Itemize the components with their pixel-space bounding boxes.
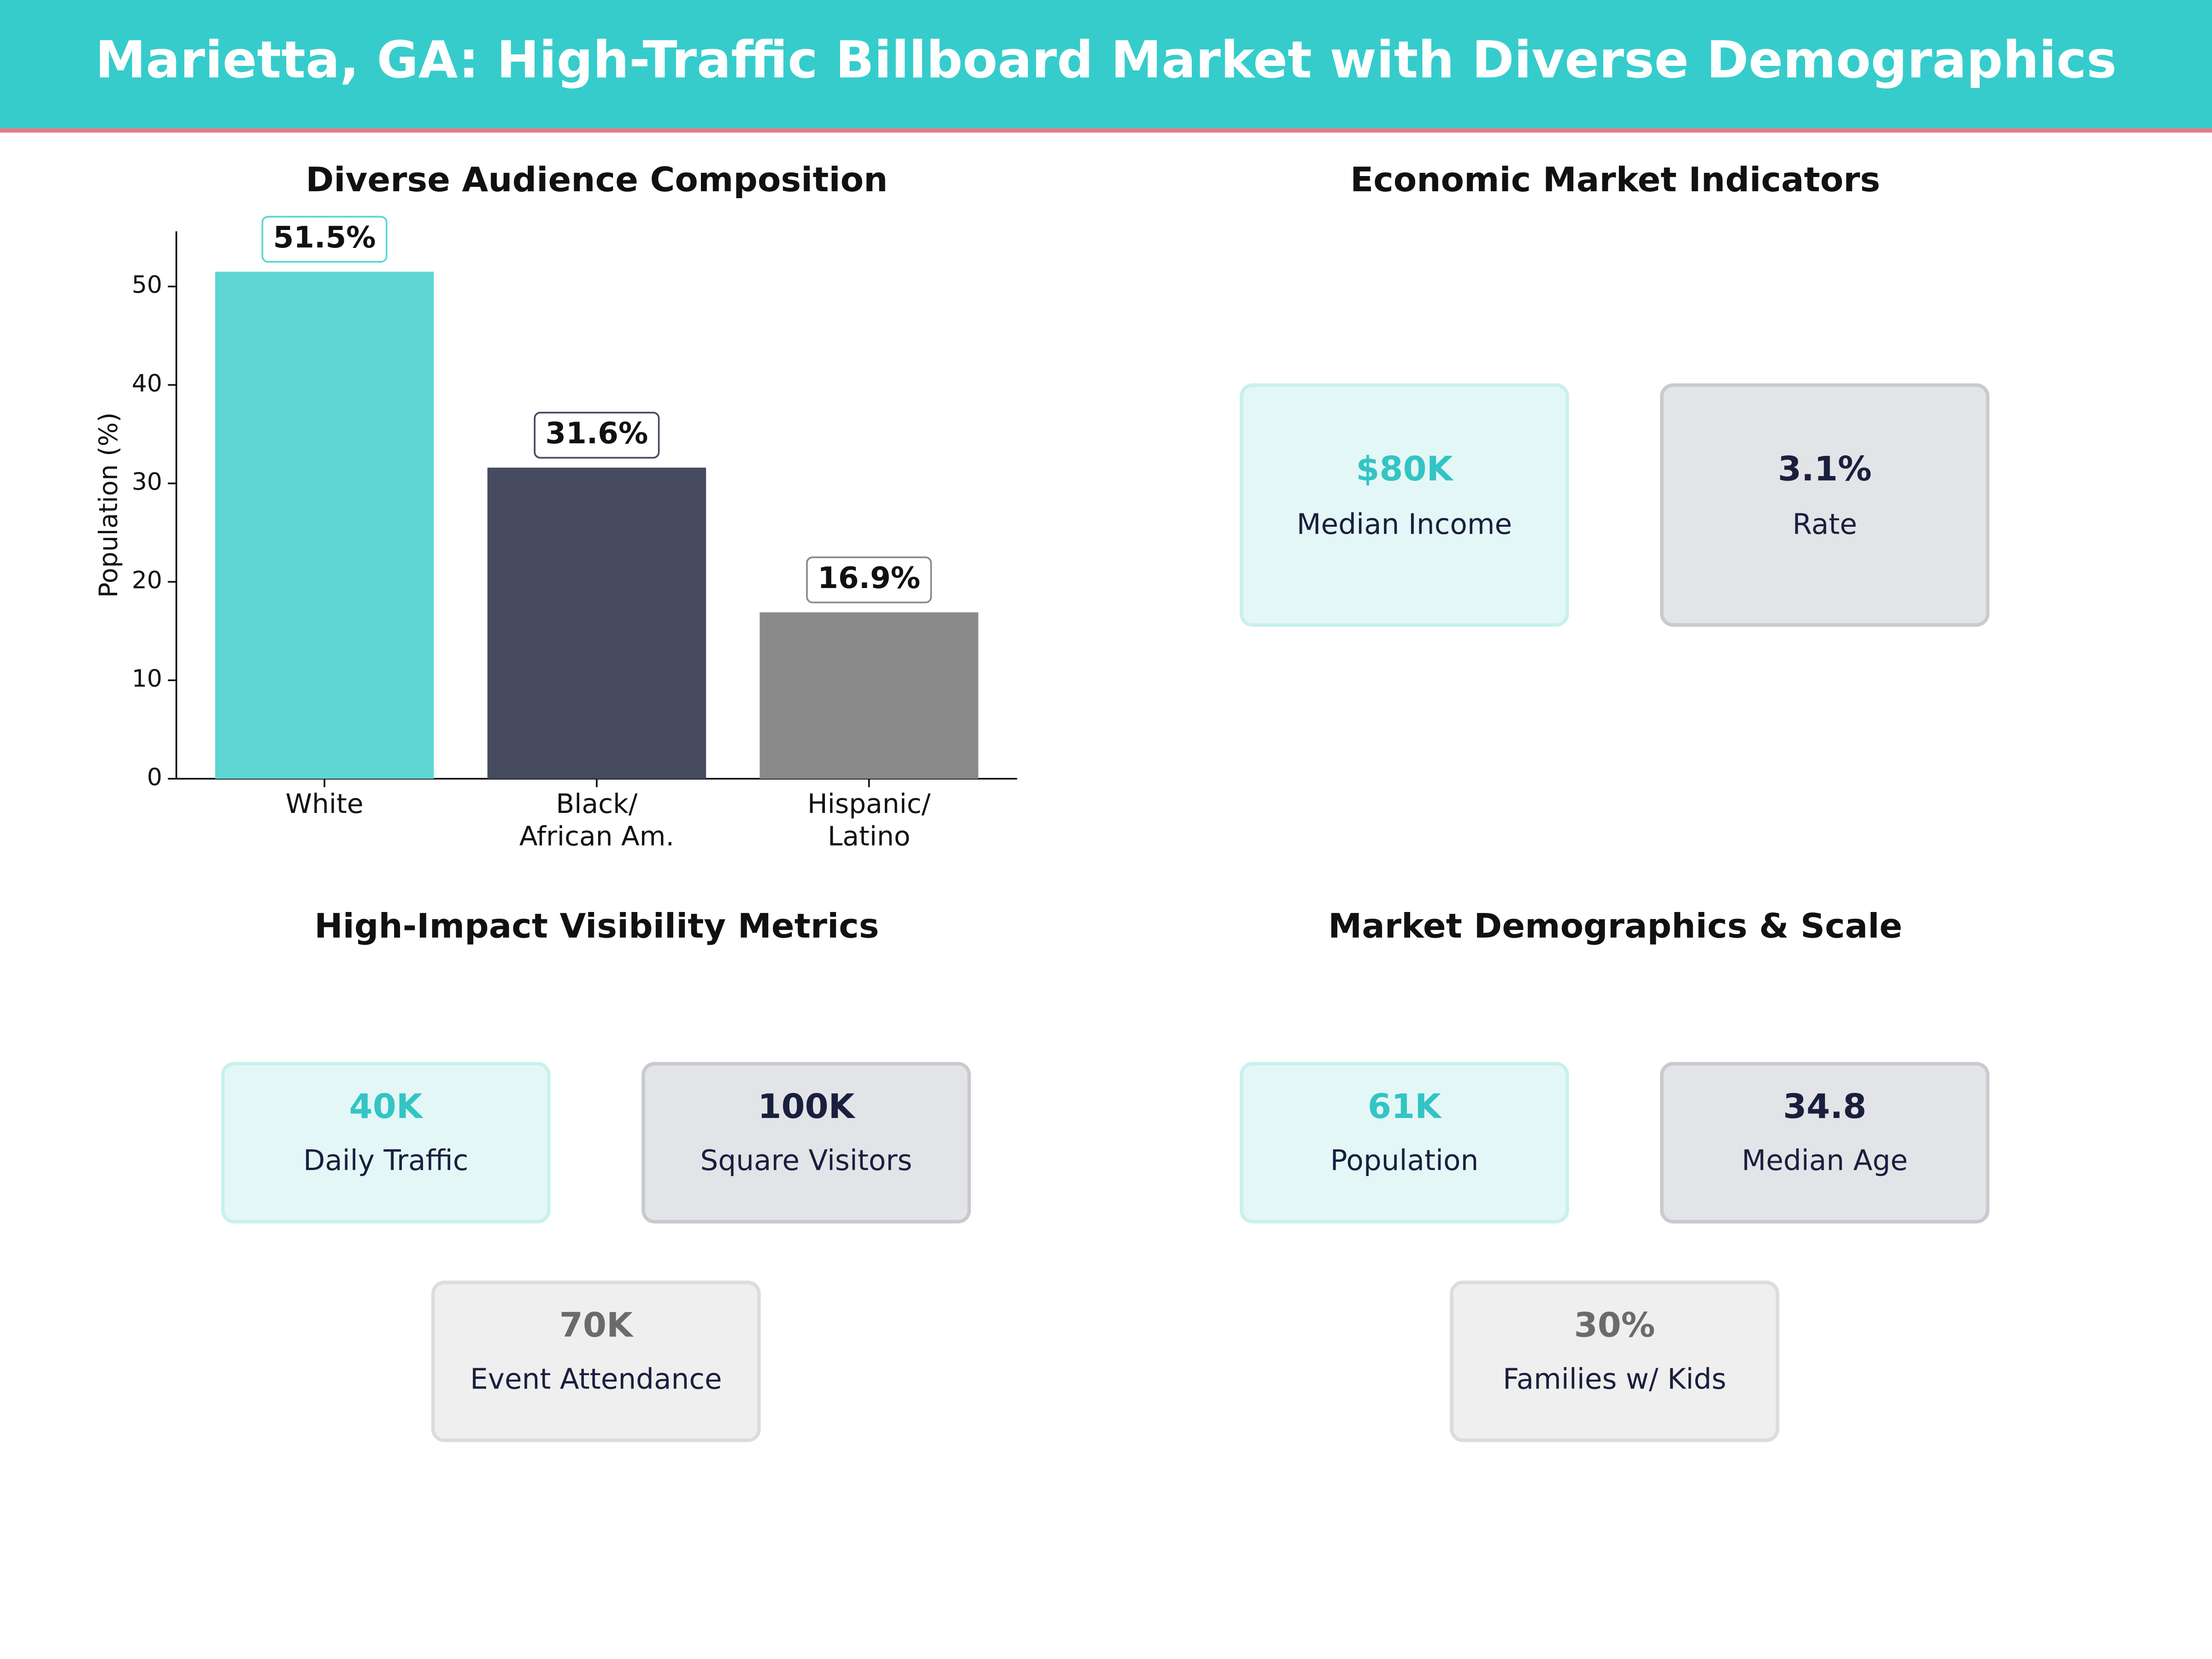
metric-card — [431, 1280, 761, 1442]
metric-label: Median Income — [1297, 508, 1512, 541]
metric-label: Event Attendance — [470, 1363, 722, 1396]
panel-title: High-Impact Visibility Metrics — [314, 906, 879, 946]
x-tick-label: Hispanic/Latino — [807, 788, 931, 852]
y-tick-label: 50 — [132, 271, 162, 299]
metric-card — [1660, 1062, 1990, 1224]
panel-title: Economic Market Indicators — [1350, 160, 1880, 200]
metric-value: 70K — [559, 1306, 634, 1345]
metric-value: 3.1% — [1778, 449, 1872, 488]
panel-title: Market Demographics & Scale — [1328, 906, 1902, 946]
metric-label: Daily Traffic — [303, 1144, 468, 1177]
metric-value: 61K — [1368, 1087, 1442, 1126]
page-title: Marietta, GA: High-Traffic Billboard Mar… — [95, 30, 2117, 89]
y-tick-label: 30 — [132, 468, 162, 496]
metric-card — [1240, 383, 1569, 627]
x-tick-label: Black/African Am. — [519, 788, 674, 852]
bar — [215, 271, 434, 779]
metric-card — [641, 1062, 971, 1224]
chart-title: Diverse Audience Composition — [306, 160, 888, 200]
metric-label: Population — [1330, 1144, 1479, 1177]
metric-value: 30% — [1574, 1306, 1655, 1345]
y-axis-label: Population (%) — [94, 412, 123, 598]
header-band — [0, 0, 2212, 129]
metric-value: 40K — [349, 1087, 424, 1126]
bar — [759, 612, 978, 779]
x-tick-label: White — [286, 788, 364, 819]
y-tick-label: 40 — [132, 370, 162, 397]
value-label: 51.5% — [273, 220, 376, 255]
y-tick-label: 0 — [147, 764, 162, 791]
value-label: 16.9% — [818, 561, 920, 595]
value-label-box — [806, 556, 932, 604]
metric-card — [1660, 383, 1990, 627]
value-label: 31.6% — [545, 416, 648, 451]
value-label-box — [261, 216, 388, 263]
y-tick-label: 20 — [132, 567, 162, 594]
metric-card — [1240, 1062, 1569, 1224]
metric-card — [1450, 1280, 1779, 1442]
header-rule — [0, 128, 2212, 133]
metric-label: Median Age — [1741, 1144, 1908, 1177]
metric-value: $80K — [1356, 449, 1454, 488]
metric-value: 100K — [758, 1087, 856, 1126]
value-label-box — [534, 412, 660, 459]
metric-label: Families w/ Kids — [1503, 1363, 1726, 1396]
metric-label: Square Visitors — [700, 1144, 912, 1177]
metric-label: Rate — [1793, 508, 1857, 541]
metric-value: 34.8 — [1783, 1087, 1866, 1126]
metric-card — [221, 1062, 551, 1224]
y-tick-label: 10 — [132, 665, 162, 693]
bar — [487, 467, 706, 779]
